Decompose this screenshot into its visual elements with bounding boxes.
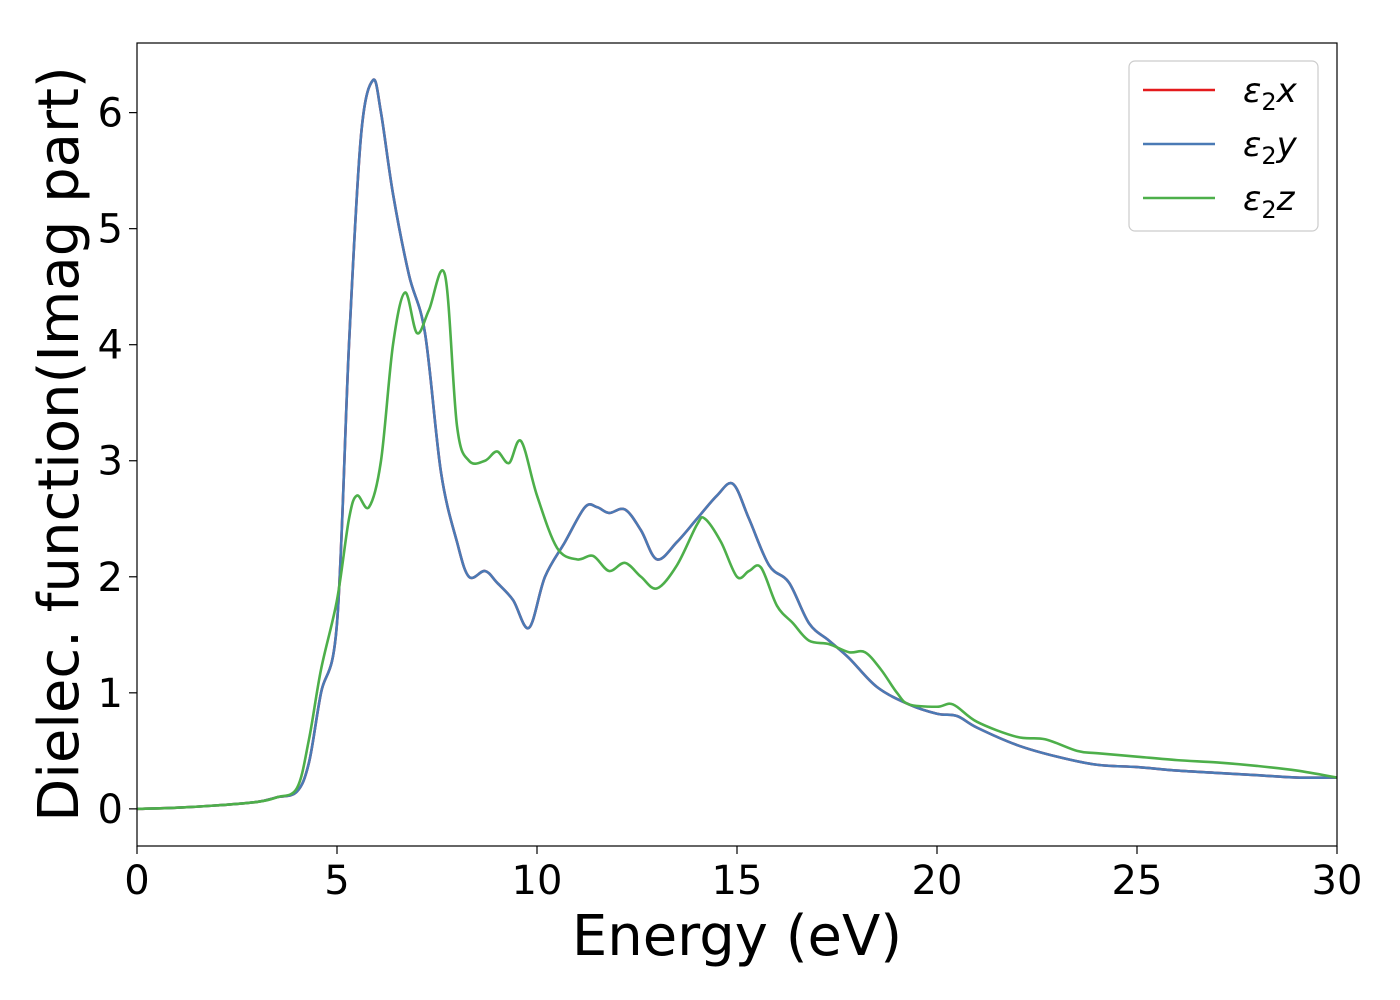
y-tick-label: 6 [98, 91, 123, 137]
series-layer [137, 78, 1337, 811]
y-tick-label: 5 [98, 207, 123, 253]
series-line-1 [137, 78, 1337, 811]
x-tick-label: 30 [1312, 858, 1363, 904]
y-axis: 0 1 2 3 4 5 6 [98, 91, 137, 833]
y-axis-title: Dielec. function(Imag part) [27, 66, 92, 822]
x-tick-label: 10 [512, 858, 563, 904]
y-tick-label: 3 [98, 439, 123, 485]
x-axis-title: Energy (eV) [572, 904, 902, 969]
y-tick-label: 2 [98, 555, 123, 601]
y-tick-label: 1 [98, 671, 123, 717]
legend-label: ε2y [1243, 125, 1298, 170]
legend: ε2x ε2y ε2z [1128, 60, 1319, 232]
y-tick-label: 0 [98, 787, 123, 833]
y-tick-label: 4 [98, 323, 123, 369]
series-line-2 [137, 269, 1337, 811]
legend-label: ε2x [1243, 71, 1298, 116]
legend-box [1128, 60, 1319, 232]
x-axis: 0 5 10 15 20 25 30 [124, 846, 1362, 904]
x-tick-label: 20 [912, 858, 963, 904]
x-tick-label: 5 [324, 858, 349, 904]
x-tick-label: 25 [1112, 858, 1163, 904]
x-tick-label: 0 [124, 858, 149, 904]
legend-label: ε2z [1243, 179, 1296, 224]
x-tick-label: 15 [712, 858, 763, 904]
